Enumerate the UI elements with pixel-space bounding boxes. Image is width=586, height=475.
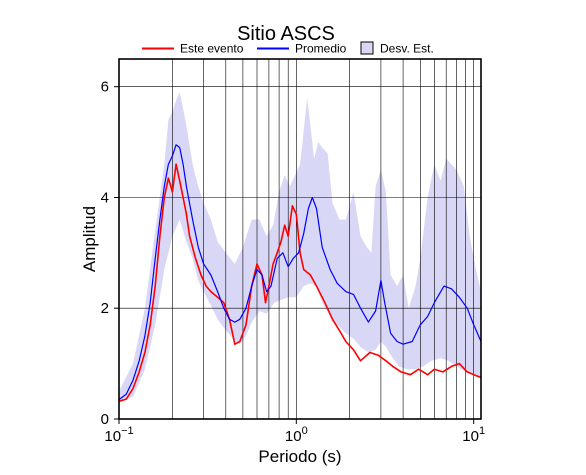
y-axis-title: Amplitud (80, 206, 99, 272)
x-tick-label: 100 (285, 425, 308, 445)
series-line-este-evento (118, 163, 482, 403)
legend-swatch-desv-est (360, 41, 374, 55)
y-tick-label: 0 (101, 411, 109, 428)
y-tick-label: 4 (101, 190, 109, 207)
chart-title: Sitio ASCS (237, 23, 335, 45)
legend-label-promedio: Promedio (295, 42, 347, 56)
plot-frame (118, 58, 482, 420)
x-axis-title: Periodo (s) (258, 447, 341, 466)
plot-area: 0 2 4 6 10−1 100 101 (101, 58, 485, 445)
y-tick-label: 6 (101, 79, 109, 96)
legend-label-este-evento: Este evento (180, 42, 244, 56)
x-tick-label: 101 (462, 425, 485, 445)
series-line-promedio (118, 144, 482, 401)
x-tick-label: 10−1 (104, 425, 133, 445)
y-tick-label: 2 (101, 300, 109, 317)
legend: Este evento Promedio Desv. Est. (142, 41, 434, 56)
legend-label-desv-est: Desv. Est. (380, 42, 434, 56)
